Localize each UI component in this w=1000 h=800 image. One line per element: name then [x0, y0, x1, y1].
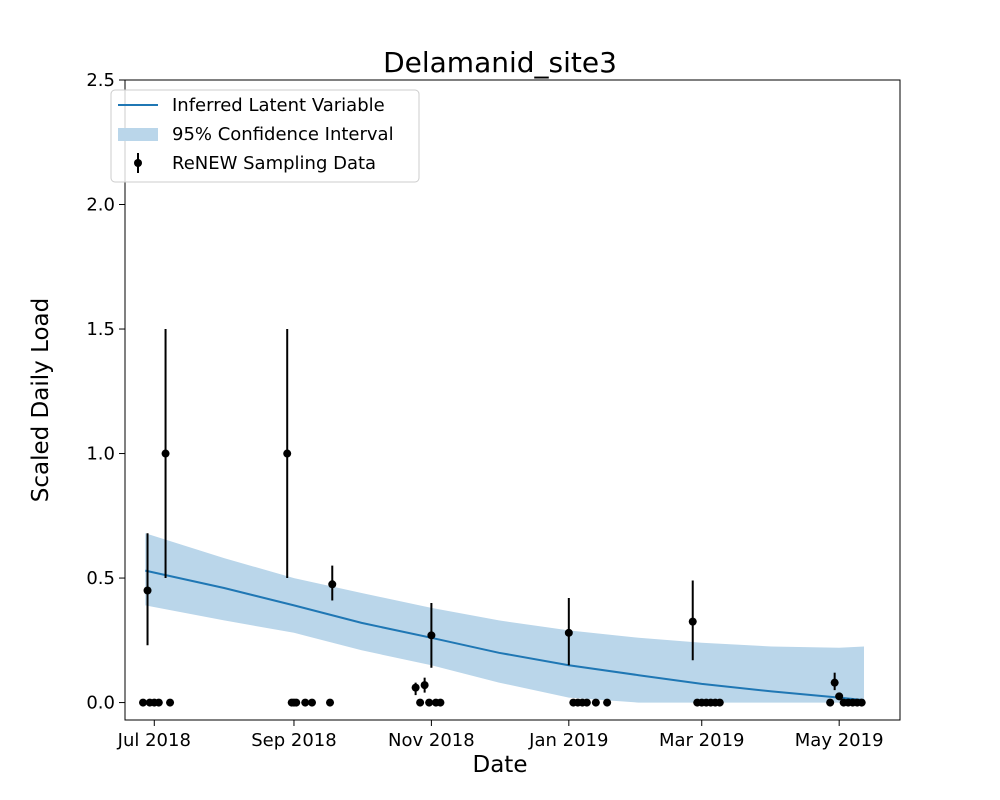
x-tick-label: Jan 2019: [528, 730, 608, 751]
x-axis-label: Date: [473, 752, 528, 778]
data-marker: [835, 692, 844, 701]
data-marker: [420, 681, 429, 690]
x-tick-label: Sep 2018: [251, 730, 336, 751]
data-marker: [582, 698, 591, 707]
data-point: [835, 692, 844, 701]
y-tick-label: 1.5: [86, 319, 115, 340]
confidence-band-layer: [145, 533, 865, 703]
data-point: [143, 533, 152, 646]
data-marker: [161, 449, 170, 458]
legend: Inferred Latent Variable 95% Confidence …: [110, 89, 420, 183]
data-marker: [328, 580, 337, 589]
data-marker: [139, 698, 148, 707]
y-tick-label: 1.0: [86, 444, 115, 465]
data-point: [328, 565, 337, 601]
data-point: [688, 580, 697, 661]
data-marker: [283, 449, 292, 458]
y-tick-label: 2.5: [86, 70, 115, 91]
legend-band-swatch: [118, 128, 158, 141]
data-point: [436, 698, 445, 707]
legend-label-data: ReNEW Sampling Data: [172, 153, 376, 174]
y-tick-label: 0.5: [86, 568, 115, 589]
data-point: [857, 698, 866, 707]
legend-marker-swatch: [134, 159, 142, 167]
latent-line: [145, 569, 865, 702]
data-point: [826, 698, 835, 707]
data-point: [411, 682, 420, 696]
confidence-band: [145, 533, 865, 703]
data-marker: [826, 698, 835, 707]
data-marker: [411, 683, 420, 692]
x-tick-label: Jul 2018: [117, 730, 191, 751]
data-point: [139, 698, 148, 707]
data-point: [427, 602, 436, 668]
data-points-layer: [139, 329, 866, 707]
data-point: [154, 698, 163, 707]
legend-label-latent: Inferred Latent Variable: [172, 95, 385, 116]
data-marker: [436, 698, 445, 707]
data-point: [301, 698, 310, 707]
data-marker: [154, 698, 163, 707]
plot-frame: [124, 79, 901, 721]
data-point: [161, 329, 170, 579]
data-point: [591, 698, 600, 707]
y-axis: 0.0 0.5 1.0 1.5 2.0 2.5: [86, 70, 125, 714]
data-point: [420, 677, 429, 693]
x-tick-label: Mar 2019: [659, 730, 745, 751]
data-point: [416, 698, 425, 707]
legend-box: [110, 89, 420, 183]
data-marker: [603, 698, 612, 707]
data-point: [830, 672, 839, 691]
data-marker: [591, 698, 600, 707]
data-point: [425, 698, 434, 707]
x-tick-label: Nov 2018: [388, 730, 475, 751]
data-marker: [857, 698, 866, 707]
data-point: [292, 698, 301, 707]
y-tick-label: 2.0: [86, 195, 115, 216]
data-marker: [715, 698, 724, 707]
data-point: [166, 698, 175, 707]
data-point: [283, 329, 292, 579]
data-point: [307, 698, 316, 707]
legend-label-ci: 95% Confidence Interval: [172, 124, 394, 145]
latent-line-layer: [145, 569, 865, 702]
data-point: [582, 698, 591, 707]
data-marker: [143, 586, 152, 595]
data-marker: [416, 698, 425, 707]
data-marker: [425, 698, 434, 707]
x-tick-label: May 2019: [795, 730, 884, 751]
data-point: [715, 698, 724, 707]
data-marker: [326, 698, 335, 707]
data-point: [603, 698, 612, 707]
data-marker: [166, 698, 175, 707]
y-axis-label: Scaled Daily Load: [28, 298, 54, 502]
data-marker: [292, 698, 301, 707]
data-marker: [307, 698, 316, 707]
data-point: [564, 597, 573, 666]
data-marker: [427, 631, 436, 640]
y-tick-label: 0.0: [86, 693, 115, 714]
x-axis: Jul 2018 Sep 2018 Nov 2018 Jan 2019 Mar 2019…: [117, 720, 884, 751]
chart-title: Delamanid_site3: [383, 46, 617, 79]
data-marker: [301, 698, 310, 707]
data-marker: [564, 628, 573, 637]
data-marker: [830, 678, 839, 687]
data-marker: [688, 617, 697, 626]
data-point: [326, 698, 335, 707]
